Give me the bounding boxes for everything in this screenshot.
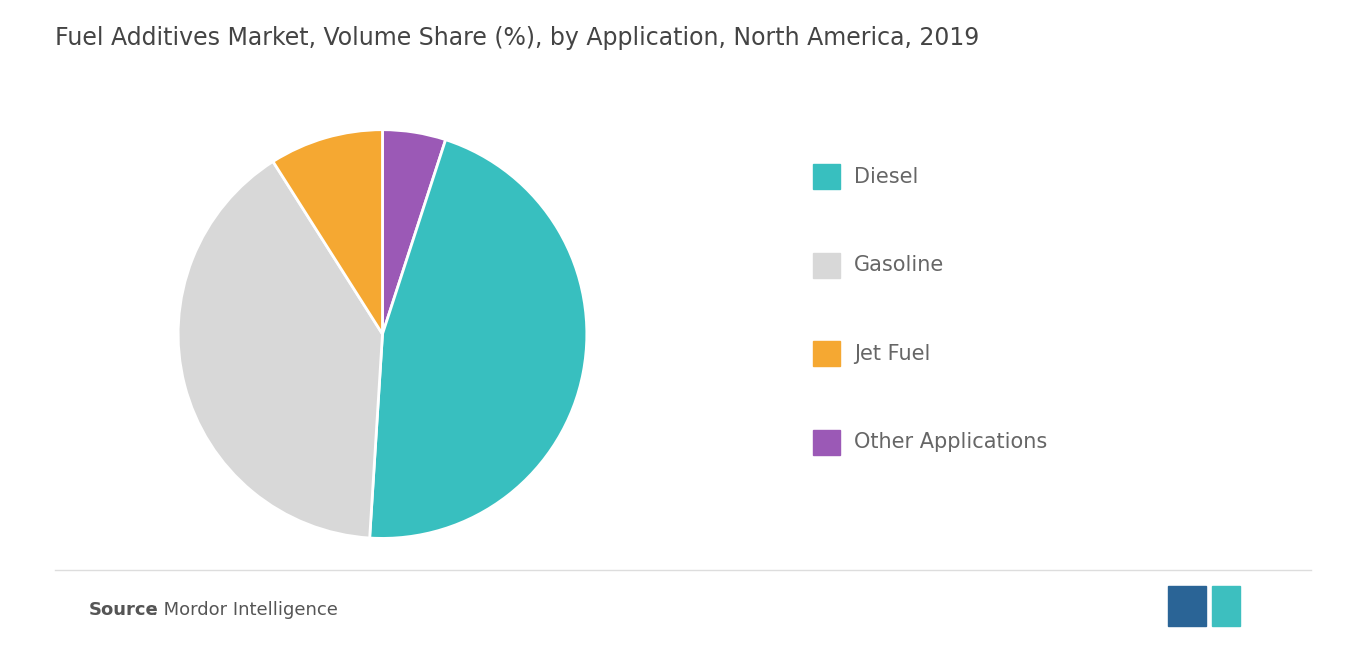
Wedge shape: [273, 130, 382, 334]
Wedge shape: [370, 140, 587, 538]
Wedge shape: [178, 162, 382, 538]
Text: Gasoline: Gasoline: [854, 255, 944, 275]
Text: Fuel Additives Market, Volume Share (%), by Application, North America, 2019: Fuel Additives Market, Volume Share (%),…: [55, 26, 979, 50]
Text: Other Applications: Other Applications: [854, 432, 1046, 452]
Text: Diesel: Diesel: [854, 167, 918, 187]
Wedge shape: [382, 130, 445, 334]
Text: : Mordor Intelligence: : Mordor Intelligence: [146, 601, 337, 620]
Text: Jet Fuel: Jet Fuel: [854, 344, 930, 364]
Text: Source: Source: [89, 601, 158, 620]
